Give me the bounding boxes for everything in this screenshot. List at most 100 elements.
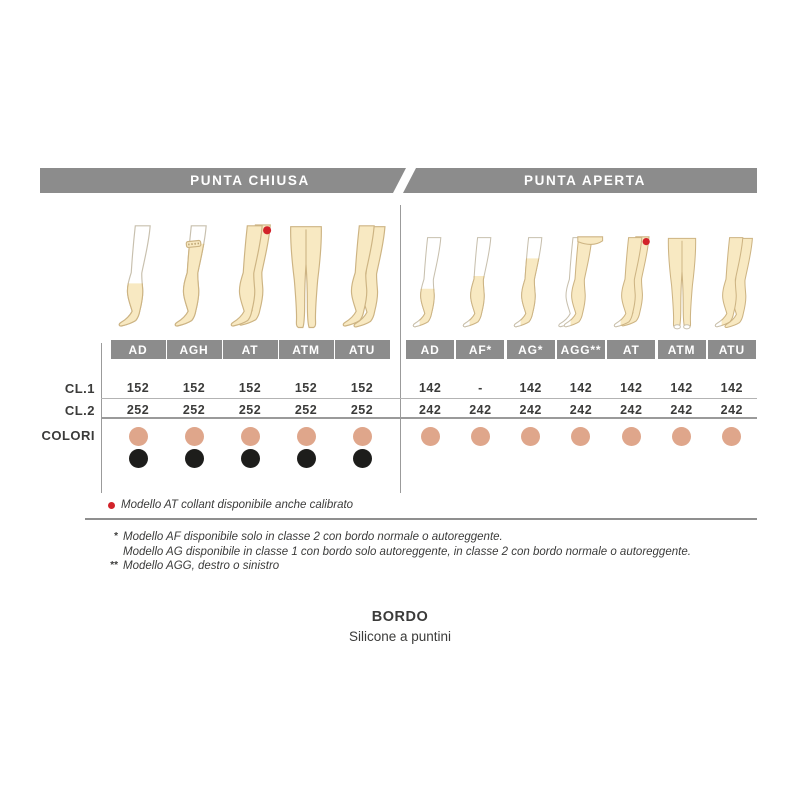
row-label-cl2: CL.2 xyxy=(64,403,95,418)
row-divider-cl2 xyxy=(101,417,757,419)
section-title-open: PUNTA APERTA xyxy=(524,173,646,188)
cl2-value: 242 xyxy=(569,403,593,417)
red-footnote: Modello AT collant disponibile anche cal… xyxy=(108,499,353,511)
color-dot-skin xyxy=(240,427,260,446)
cl2-value: 252 xyxy=(126,403,150,417)
section-title-closed: PUNTA CHIUSA xyxy=(190,173,310,188)
color-dots-open xyxy=(405,427,757,473)
cl2-value: 252 xyxy=(350,403,374,417)
color-dot-skin xyxy=(722,427,742,446)
cl2-value: 242 xyxy=(620,403,643,417)
cl2-value: 242 xyxy=(720,403,743,417)
footnote-mark xyxy=(100,545,123,560)
leg-illustration-atu-closed xyxy=(335,218,389,332)
model-header-at-open: AT xyxy=(607,340,656,359)
cl2-value: 252 xyxy=(294,403,318,417)
cl1-value: 142 xyxy=(720,381,743,395)
color-dot-skin xyxy=(571,427,591,446)
model-header-ad-closed: AD xyxy=(110,340,166,359)
leg-illustration-ad-open xyxy=(406,218,454,332)
footnote-text: Modello AGG, destro o sinistro xyxy=(123,560,280,572)
footnotes: * Modello AF disponibile solo in classe … xyxy=(100,530,691,574)
section-header-punta-chiusa: PUNTA CHIUSA xyxy=(40,168,406,193)
bordo-title: BORDO xyxy=(371,609,429,625)
footnote-line: Modello AG disponibile in classe 1 con b… xyxy=(100,545,691,560)
footnote-text: Modello AF disponibile solo in classe 2 … xyxy=(123,531,503,543)
leg-illustration-at-open xyxy=(607,218,655,332)
color-dot-black xyxy=(240,449,260,468)
cl1-value: 142 xyxy=(620,381,643,395)
cl1-value: 142 xyxy=(519,381,542,395)
leg-illustration-ad-closed xyxy=(111,218,165,332)
bordo-caption: BORDO Silicone a puntini xyxy=(0,609,800,644)
leg-illustration-af-open xyxy=(456,218,504,332)
model-header-agg-open: AGG** xyxy=(556,340,605,359)
footnote-line: * Modello AF disponibile solo in classe … xyxy=(100,530,691,545)
cl1-value: 152 xyxy=(126,381,150,395)
color-dots-closed xyxy=(110,427,390,473)
leg-illustration-agg-open xyxy=(557,218,605,332)
color-dot-black xyxy=(128,449,148,468)
cl1-value: 152 xyxy=(294,381,318,395)
red-footnote-text: Modello AT collant disponibile anche cal… xyxy=(121,499,354,511)
color-dot-black xyxy=(296,449,316,468)
cl2-value: 252 xyxy=(182,403,206,417)
model-headers-open: AD AF* AG* AGG** AT ATM ATU xyxy=(405,340,757,359)
legs-row-closed xyxy=(110,218,390,332)
model-header-at-closed: AT xyxy=(222,340,278,359)
footnote-line: ** Modello AGG, destro o sinistro xyxy=(100,559,691,574)
footnote-mark: * xyxy=(114,531,118,542)
footnote-mark: ** xyxy=(110,560,118,571)
cl2-values-closed: 252 252 252 252 252 xyxy=(110,399,390,421)
cl1-values-closed: 152 152 152 152 152 xyxy=(110,376,390,400)
leg-illustration-atm-closed xyxy=(279,218,333,332)
model-headers-closed: AD AGH AT ATM ATU xyxy=(110,340,390,359)
bordo-subtitle: Silicone a puntini xyxy=(348,629,452,644)
model-header-atm-open: ATM xyxy=(657,340,706,359)
model-header-af-open: AF* xyxy=(456,340,505,359)
color-dot-skin xyxy=(128,427,148,446)
leg-illustration-agh-closed xyxy=(167,218,221,332)
section-header-punta-aperta: PUNTA APERTA xyxy=(403,168,757,193)
cl2-values-open: 242 242 242 242 242 242 242 xyxy=(405,399,757,421)
model-header-ad-open: AD xyxy=(406,340,455,359)
row-label-cl1: CL.1 xyxy=(64,381,95,396)
cl1-value: 152 xyxy=(350,381,374,395)
cl2-value: 242 xyxy=(670,403,693,417)
section-divider xyxy=(400,205,401,493)
row-divider-cl1 xyxy=(101,398,757,399)
color-dot-skin xyxy=(184,427,204,446)
color-dot-black xyxy=(184,449,204,468)
model-header-ag-open: AG* xyxy=(506,340,555,359)
cl1-value: - xyxy=(478,381,483,395)
color-dot-skin xyxy=(470,427,490,446)
cl1-value: 142 xyxy=(569,381,593,395)
cl1-value: 152 xyxy=(182,381,206,395)
color-dot-skin xyxy=(672,427,692,446)
cl1-value: 142 xyxy=(670,381,693,395)
cl2-value: 242 xyxy=(519,403,542,417)
leg-illustration-atm-open xyxy=(658,218,706,332)
color-dot-black xyxy=(352,449,372,468)
color-dot-skin xyxy=(296,427,316,446)
red-footnote-dot-icon xyxy=(108,501,115,509)
color-dot-skin xyxy=(621,427,641,446)
cl1-value: 142 xyxy=(418,381,442,395)
cl1-value: 152 xyxy=(238,381,262,395)
cl2-value: 242 xyxy=(418,403,442,417)
footnote-rule xyxy=(85,518,757,520)
model-header-atu-closed: ATU xyxy=(334,340,390,359)
leg-illustration-at-closed xyxy=(223,218,277,332)
color-dot-skin xyxy=(420,427,440,446)
leg-illustration-ag-open xyxy=(507,218,555,332)
footnote-text: Modello AG disponibile in classe 1 con b… xyxy=(123,545,691,558)
legs-row-open xyxy=(405,218,757,332)
cl2-value: 252 xyxy=(238,403,262,417)
cl2-value: 242 xyxy=(469,403,492,417)
color-dot-skin xyxy=(521,427,541,446)
model-header-atm-closed: ATM xyxy=(278,340,334,359)
model-header-atu-open: ATU xyxy=(707,340,756,359)
color-dot-skin xyxy=(352,427,372,446)
cl1-values-open: 142 - 142 142 142 142 142 xyxy=(405,376,757,400)
